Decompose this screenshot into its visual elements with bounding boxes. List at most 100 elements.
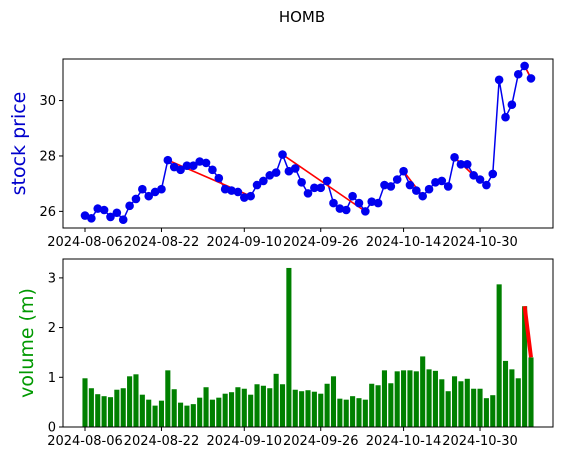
y-tick-label: 28 xyxy=(39,149,56,164)
price-point xyxy=(469,171,478,180)
volume-bar xyxy=(209,399,215,427)
x-tick-label: 2024-08-06 xyxy=(47,235,123,250)
volume-bar xyxy=(522,306,528,427)
volume-bar xyxy=(273,373,279,427)
price-point xyxy=(246,191,255,201)
volume-bar xyxy=(451,376,458,427)
chart-title: HOMB xyxy=(279,8,325,26)
price-point xyxy=(125,201,134,211)
volume-bar xyxy=(458,381,464,427)
price-point xyxy=(361,207,370,216)
volume-bar xyxy=(343,399,349,427)
volume-bar xyxy=(426,369,432,427)
volume-bar xyxy=(107,397,114,427)
price-point xyxy=(329,198,338,208)
price-point xyxy=(303,189,313,198)
price-point xyxy=(278,150,287,159)
price-point xyxy=(399,166,408,176)
x-tick-label: 2024-09-10 xyxy=(207,434,283,449)
x-tick-label: 2024-09-10 xyxy=(207,235,283,250)
price-point xyxy=(450,153,459,162)
volume-bar xyxy=(388,383,394,427)
volume-bar xyxy=(483,398,489,427)
price-point xyxy=(112,208,122,218)
volume-bar xyxy=(279,384,286,427)
price-point xyxy=(526,74,536,83)
volume-bar xyxy=(401,370,407,427)
price-point xyxy=(106,212,115,222)
x-tick-label: 2024-10-30 xyxy=(442,434,518,449)
volume-bar xyxy=(82,378,88,427)
y-tick-label: 3 xyxy=(48,271,56,286)
volume-bar xyxy=(407,370,413,427)
price-point xyxy=(189,161,198,170)
volume-bar xyxy=(337,398,343,427)
price-point xyxy=(208,165,217,175)
price-point xyxy=(475,175,485,184)
price-point xyxy=(138,184,147,194)
volume-bar xyxy=(528,357,534,427)
x-tick-label: 2024-10-14 xyxy=(366,235,442,250)
price-point xyxy=(507,100,517,110)
price-point xyxy=(488,169,498,179)
volume-bar xyxy=(139,394,145,427)
volume-bar xyxy=(203,387,209,427)
y-tick-label: 0 xyxy=(48,421,56,436)
volume-bar xyxy=(515,378,521,427)
volume-bar xyxy=(114,389,120,427)
volume-bar xyxy=(228,392,235,427)
volume-bar xyxy=(318,393,324,427)
price-point xyxy=(87,214,96,223)
price-point xyxy=(144,191,154,201)
volume-bar xyxy=(241,388,247,427)
plot-frame xyxy=(62,58,554,229)
volume-bar xyxy=(178,402,184,427)
price-point xyxy=(392,175,402,184)
price-point xyxy=(418,191,427,201)
volume-bar xyxy=(375,385,381,427)
volume-bar xyxy=(381,370,388,427)
price-point xyxy=(214,173,224,183)
y-tick-label: 1 xyxy=(48,371,56,386)
volume-bar xyxy=(248,394,254,427)
volume-bar xyxy=(324,383,330,427)
price-point xyxy=(163,155,173,165)
volume-bar xyxy=(292,389,298,427)
price-point xyxy=(424,184,434,194)
volume-bar xyxy=(184,405,190,427)
volume-bar xyxy=(432,370,438,427)
volume-bar xyxy=(369,383,375,427)
y-axis-label: stock price xyxy=(8,92,30,196)
volume-bar xyxy=(286,267,292,427)
volume-bar xyxy=(439,379,445,427)
volume-bar xyxy=(165,370,171,427)
price-point xyxy=(462,159,472,169)
price-point xyxy=(99,205,109,215)
volume-bar xyxy=(152,405,158,427)
volume-bar xyxy=(120,388,126,427)
price-point xyxy=(513,69,523,79)
volume-bar xyxy=(362,399,368,427)
volume-bar xyxy=(222,393,228,427)
price-point xyxy=(271,168,281,177)
volume-bar xyxy=(471,388,477,427)
x-tick-label: 2024-09-26 xyxy=(283,434,359,449)
y-axis-label: volume (m) xyxy=(16,288,38,398)
volume-bar xyxy=(158,400,165,427)
price-point xyxy=(341,205,351,215)
volume-bar xyxy=(305,390,311,427)
price-point xyxy=(157,184,166,194)
price-point xyxy=(348,191,357,201)
volume-bar xyxy=(356,398,362,427)
trend-line xyxy=(522,305,533,358)
volume-bar xyxy=(420,356,426,427)
x-tick-label: 2024-10-30 xyxy=(442,235,518,250)
volume-bar xyxy=(490,395,496,427)
volume-bar xyxy=(127,376,133,427)
price-point xyxy=(131,194,141,204)
volume-bar xyxy=(330,376,337,427)
price-point xyxy=(437,176,447,186)
volume-bar xyxy=(496,284,502,427)
price-point xyxy=(297,177,306,187)
